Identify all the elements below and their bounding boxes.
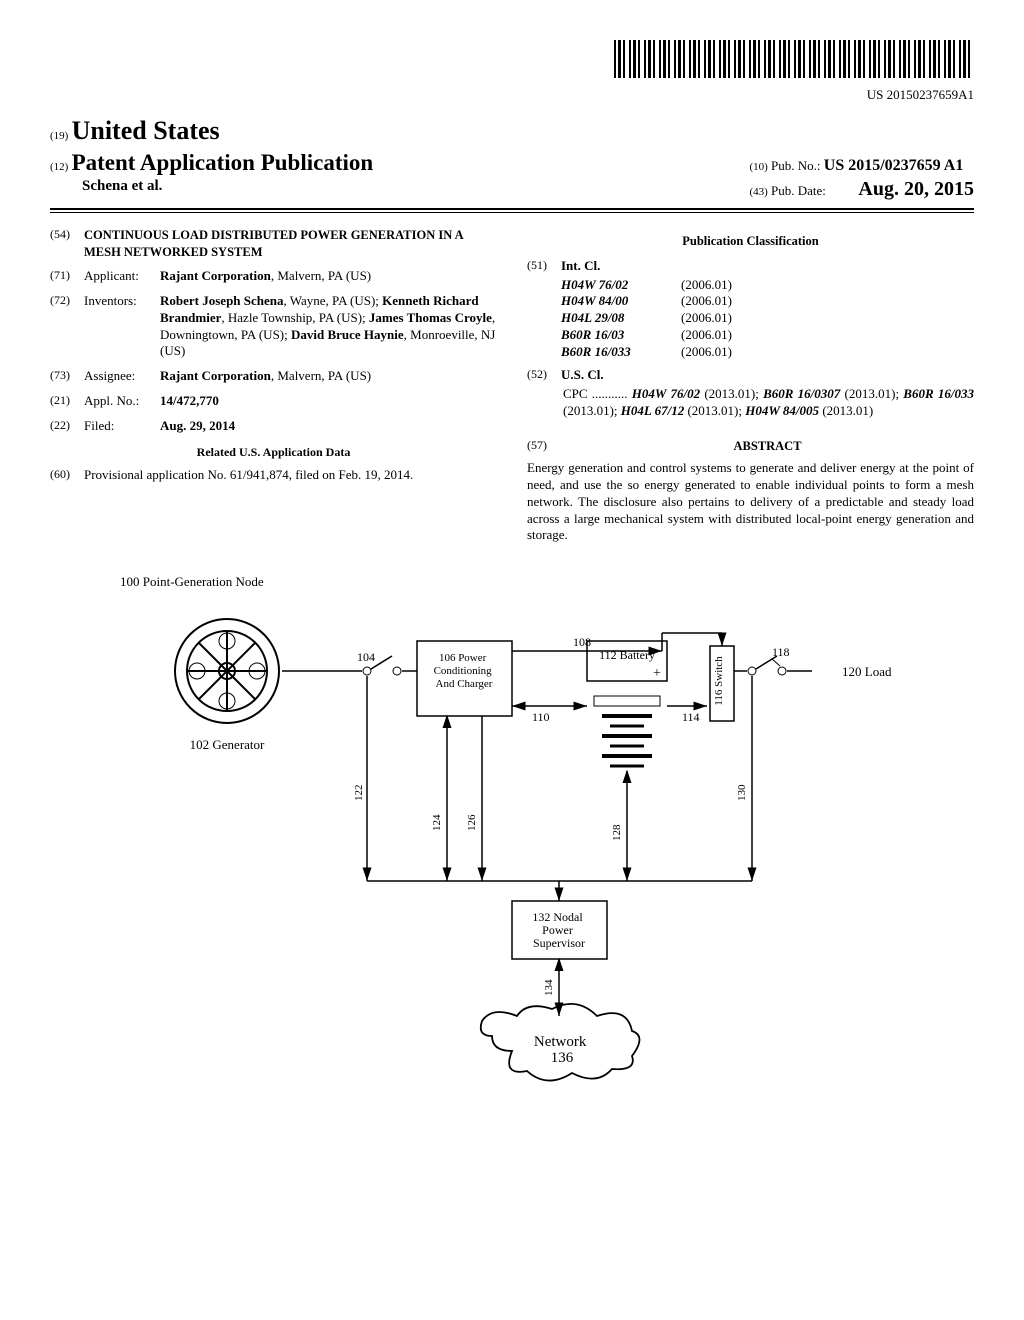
pubno-prefix: (10) <box>749 161 767 173</box>
label-128: 128 <box>611 824 623 841</box>
label-122: 122 <box>353 785 365 802</box>
label-134: 134 <box>543 979 555 996</box>
field-71-num: (71) <box>50 268 84 285</box>
pubdate-label: Pub. Date: <box>771 183 826 198</box>
left-column: (54) CONTINUOUS LOAD DISTRIBUTED POWER G… <box>50 227 497 544</box>
uscl-label: U.S. Cl. <box>561 367 604 382</box>
field-72-num: (72) <box>50 293 84 361</box>
intcl-list: H04W 76/02(2006.01) H04W 84/00(2006.01) … <box>561 277 974 361</box>
assignee-label: Assignee: <box>84 368 160 385</box>
load-label: 120 Load <box>842 664 892 679</box>
divider-thick <box>50 208 974 210</box>
intcl-year-2: (2006.01) <box>681 310 974 327</box>
supervisor-label: 132 Nodal Power Supervisor <box>532 910 585 950</box>
pubdate-value: Aug. 20, 2015 <box>858 178 974 200</box>
header-right: (10) Pub. No.: US 2015/0237659 A1 (43) P… <box>749 156 974 203</box>
field-51-num: (51) <box>527 258 561 275</box>
barcode-graphic <box>614 40 974 78</box>
abstract-head: ABSTRACT <box>561 438 974 454</box>
switch116-label: 116 Switch <box>713 656 725 706</box>
label-104: 104 <box>357 650 375 664</box>
barcode-area <box>50 40 974 83</box>
pubno-value: US 2015/0237659 A1 <box>824 157 964 174</box>
field-52-num: (52) <box>527 367 561 384</box>
field-73-num: (73) <box>50 368 84 385</box>
applno-label: Appl. No.: <box>84 393 160 410</box>
label-130: 130 <box>736 784 748 801</box>
battery-label: 112 Battery <box>599 648 655 662</box>
intcl-year-1: (2006.01) <box>681 293 974 310</box>
network-label: Network 136 <box>534 1034 590 1066</box>
pubdate-prefix: (43) <box>749 186 767 198</box>
provisional-value: Provisional application No. 61/941,874, … <box>84 467 497 484</box>
abstract-text: Energy generation and control systems to… <box>527 460 974 544</box>
battery-cells-icon <box>594 696 660 766</box>
intcl-year-4: (2006.01) <box>681 344 974 361</box>
label-126: 126 <box>466 814 478 831</box>
related-data-head: Related U.S. Application Data <box>50 445 497 461</box>
applno-text: 14/472,770 <box>160 393 219 408</box>
cpc-label: CPC ........... <box>563 386 628 401</box>
applicant-label: Applicant: <box>84 268 160 285</box>
right-column: Publication Classification (51) Int. Cl.… <box>527 227 974 544</box>
divider-thin <box>50 212 974 213</box>
barcode-number: US 20150237659A1 <box>50 87 974 104</box>
header-prefix-19: (19) <box>50 130 68 142</box>
intcl-code-2: H04L 29/08 <box>561 310 681 327</box>
cpc-block: CPC ........... H04W 76/02 (2013.01); B6… <box>563 386 974 420</box>
header-left: (12) Patent Application Publication Sche… <box>50 148 373 197</box>
label-118: 118 <box>772 645 790 659</box>
filed-text: Aug. 29, 2014 <box>160 418 235 433</box>
applicant-value: Rajant Corporation, Malvern, PA (US) <box>160 268 497 285</box>
header-country: United States <box>72 116 220 145</box>
battery-plus: + <box>653 666 661 681</box>
applno-value: 14/472,770 <box>160 393 497 410</box>
generator-label: 102 Generator <box>190 737 265 752</box>
intcl-year-0: (2006.01) <box>681 277 974 294</box>
field-60-num: (60) <box>50 467 84 484</box>
filed-value: Aug. 29, 2014 <box>160 418 497 435</box>
header-line-1: (19) United States <box>50 114 974 148</box>
intcl-code-1: H04W 84/00 <box>561 293 681 310</box>
assignee-value: Rajant Corporation, Malvern, PA (US) <box>160 368 497 385</box>
intcl-code-0: H04W 76/02 <box>561 277 681 294</box>
label-114: 114 <box>682 710 700 724</box>
header-doc-type: Patent Application Publication <box>72 150 374 175</box>
invention-title: CONTINUOUS LOAD DISTRIBUTED POWER GENERA… <box>84 227 497 260</box>
generator-icon <box>175 619 279 723</box>
figure-area: 100 Point-Generation Node <box>50 574 974 1111</box>
field-57-num: (57) <box>527 438 561 454</box>
header-prefix-12: (12) <box>50 161 68 173</box>
pubno-label: Pub. No.: <box>771 158 820 173</box>
intcl-code-3: B60R 16/03 <box>561 327 681 344</box>
figure-svg: 102 Generator 104 122 106 Power Conditio… <box>132 601 892 1111</box>
filed-label: Filed: <box>84 418 160 435</box>
label-124: 124 <box>431 814 443 831</box>
intcl-year-3: (2006.01) <box>681 327 974 344</box>
author-line: Schena et al. <box>82 177 373 197</box>
intcl-label: Int. Cl. <box>561 258 600 273</box>
field-54-num: (54) <box>50 227 84 260</box>
figure-title: 100 Point-Generation Node <box>120 574 974 591</box>
field-22-num: (22) <box>50 418 84 435</box>
classification-head: Publication Classification <box>527 233 974 249</box>
field-21-num: (21) <box>50 393 84 410</box>
power-cond-label: 106 Power Conditioning And Charger <box>434 652 495 690</box>
label-108: 108 <box>573 635 591 649</box>
inventors-label: Inventors: <box>84 293 160 361</box>
label-110: 110 <box>532 710 550 724</box>
inventors-value: Robert Joseph Schena, Wayne, PA (US); Ke… <box>160 293 497 361</box>
intcl-code-4: B60R 16/033 <box>561 344 681 361</box>
